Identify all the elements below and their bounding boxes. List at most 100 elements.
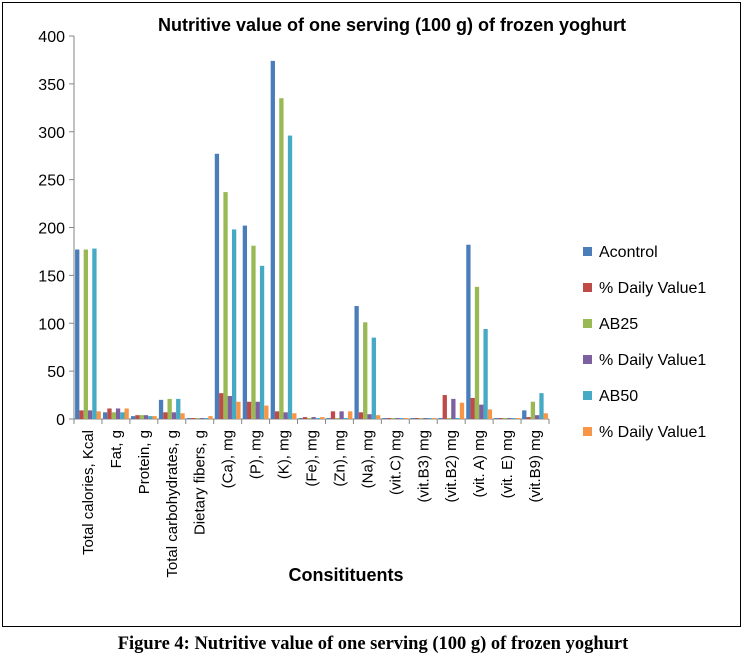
bar <box>487 409 493 419</box>
bar <box>367 414 372 419</box>
legend-swatch <box>583 355 592 364</box>
x-tick-label: (Ca), mg <box>220 430 237 488</box>
bar <box>298 418 303 419</box>
bar <box>130 416 136 419</box>
bar <box>311 417 316 419</box>
legend: Acontrol % Daily Value1 AB25 % Daily Value1… <box>583 244 706 441</box>
bar <box>79 410 84 419</box>
bar <box>163 412 168 419</box>
legend-swatch <box>583 427 592 436</box>
bar <box>167 398 172 419</box>
bar <box>251 245 256 419</box>
bar <box>219 393 224 419</box>
bar <box>96 411 101 419</box>
bar <box>507 418 512 419</box>
x-tick-label: (Fe), mg <box>304 430 321 487</box>
legend-label: Acontrol <box>599 244 658 261</box>
bar <box>115 408 121 419</box>
bar <box>438 418 443 419</box>
bar <box>526 417 531 419</box>
bar <box>236 401 241 419</box>
bar <box>320 417 325 419</box>
bar <box>339 411 344 419</box>
bar <box>87 410 93 419</box>
tick-labels: 0 50 100 150 200 250 300 350 400 Total calories, … <box>38 29 544 578</box>
bar <box>466 244 471 419</box>
x-tick-label: (vit. E) mg <box>499 430 516 498</box>
bar <box>371 337 376 419</box>
bar <box>283 412 288 419</box>
bar <box>446 418 452 419</box>
bar <box>307 418 312 419</box>
bar <box>403 418 409 419</box>
legend-swatch <box>583 319 592 328</box>
bars <box>75 60 548 420</box>
bar <box>315 418 321 419</box>
legend-label: % Daily Value1 <box>599 424 706 441</box>
y-tick-label: 0 <box>56 412 65 429</box>
bar <box>227 396 232 419</box>
bar <box>279 98 284 420</box>
bar <box>354 306 359 419</box>
bar <box>418 418 424 419</box>
legend-label: % Daily Value1 <box>599 280 706 297</box>
x-tick-label: (Na), mg <box>359 430 376 488</box>
bar <box>92 248 97 419</box>
x-tick-label: Total calories, Kcal <box>80 430 97 555</box>
bar <box>386 418 392 419</box>
bar <box>292 413 297 419</box>
bar <box>199 418 205 419</box>
bar <box>264 405 269 419</box>
y-tick-label: 100 <box>38 316 65 333</box>
bar <box>543 413 548 419</box>
bar <box>375 415 381 419</box>
bar <box>455 418 460 419</box>
bar <box>363 322 368 419</box>
legend-label: AB25 <box>599 316 638 333</box>
bar <box>391 418 396 419</box>
x-tick-label: Fat, g <box>108 430 125 468</box>
bar <box>474 286 480 419</box>
bar <box>186 418 192 419</box>
bar <box>259 265 265 419</box>
x-tick-label: (vit.B3) mg <box>415 430 432 503</box>
bar <box>204 418 209 419</box>
bar <box>302 417 308 419</box>
bar <box>358 412 364 419</box>
bar <box>103 412 108 419</box>
legend-swatch <box>583 283 592 292</box>
bar <box>423 418 428 419</box>
bar <box>535 415 540 419</box>
bar <box>152 416 157 419</box>
legend-swatch <box>583 391 592 400</box>
bar <box>427 418 432 419</box>
bar <box>148 416 153 419</box>
bar <box>414 418 419 419</box>
bar <box>255 401 260 419</box>
bar <box>330 411 336 419</box>
bar <box>139 415 144 419</box>
x-tick-label: Total carbohydrates, g <box>164 430 181 578</box>
bar <box>223 192 228 419</box>
bar <box>274 411 280 419</box>
bar <box>479 404 484 419</box>
y-tick-label: 400 <box>38 29 65 46</box>
bar <box>511 418 516 419</box>
y-tick-label: 50 <box>47 364 65 381</box>
bar <box>470 397 475 419</box>
bar <box>522 410 527 419</box>
bar <box>270 60 275 419</box>
y-tick-label: 350 <box>38 77 65 94</box>
bar <box>335 418 340 419</box>
bar <box>120 412 125 419</box>
y-tick-label: 150 <box>38 268 65 285</box>
x-tick-label: Protein, g <box>136 430 153 494</box>
bar <box>326 418 331 419</box>
x-tick-label: Dietary fibers, g <box>192 430 209 535</box>
bar <box>494 418 499 419</box>
bar <box>124 408 129 419</box>
bar <box>176 398 181 419</box>
legend-label: % Daily Value1 <box>599 352 706 369</box>
bar <box>158 399 164 419</box>
bar <box>111 412 116 419</box>
